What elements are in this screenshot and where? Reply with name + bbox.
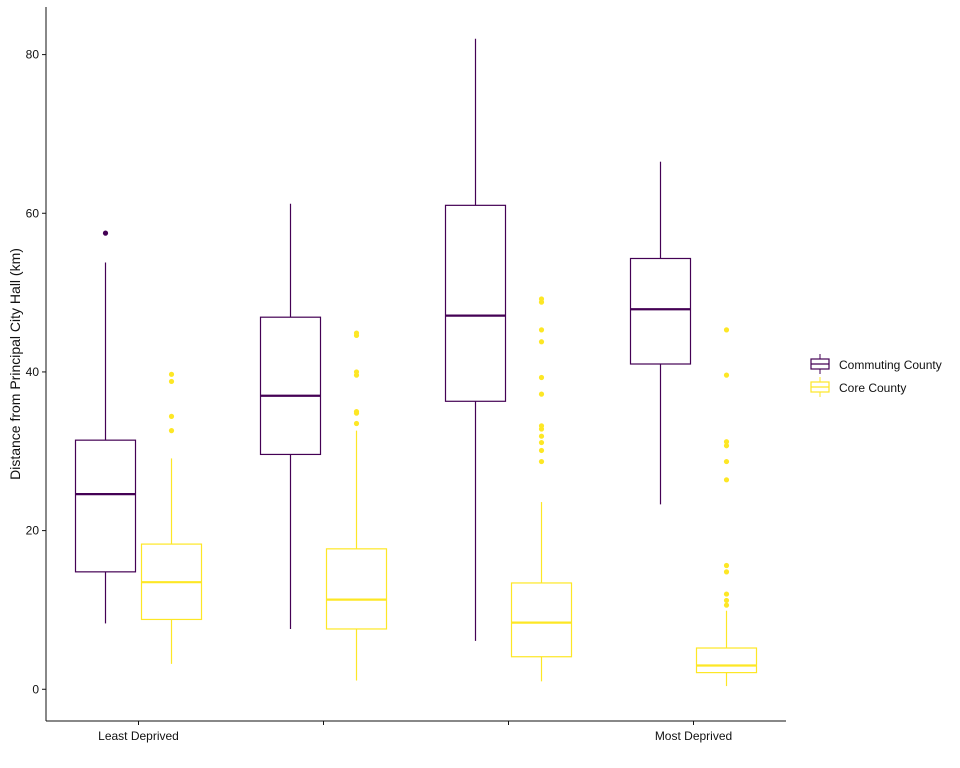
outlier-point	[723, 477, 730, 483]
x-tick-label: Least Deprived	[98, 729, 179, 743]
outlier-point	[538, 339, 545, 345]
outlier-point	[538, 391, 545, 397]
outlier-point	[538, 327, 545, 333]
outlier-point	[168, 413, 175, 419]
box	[510, 582, 573, 658]
outlier-point	[168, 428, 175, 434]
y-tick-label: 40	[26, 365, 40, 379]
box	[74, 439, 137, 573]
outlier-point	[538, 458, 545, 465]
series-group	[140, 296, 758, 687]
outlier-point	[723, 458, 730, 465]
box	[444, 204, 507, 402]
x-axis-ticks: Least Deprived Most Deprived	[98, 721, 732, 743]
legend-label: Core County	[839, 381, 906, 395]
outlier-point	[168, 371, 175, 377]
legend-label: Commuting County	[839, 358, 942, 372]
box	[325, 548, 388, 630]
y-axis-title: Distance from Principal City Hall (km)	[7, 248, 23, 480]
outlier-point	[353, 409, 360, 415]
y-tick-label: 80	[26, 48, 40, 62]
y-tick-label: 60	[26, 206, 40, 220]
outlier-point	[723, 602, 730, 608]
box	[629, 257, 692, 365]
outlier-point	[102, 230, 109, 236]
outlier-point	[723, 569, 730, 575]
legend-item: Core County	[810, 377, 906, 397]
outlier-point	[723, 443, 730, 449]
y-tick-label: 0	[32, 682, 39, 696]
outlier-point	[538, 423, 545, 429]
outlier-point	[723, 591, 730, 597]
outlier-point	[168, 378, 175, 385]
outlier-point	[723, 597, 730, 604]
legend-item: Commuting County	[810, 354, 942, 374]
outlier-point	[538, 447, 545, 454]
x-tick-label: Most Deprived	[655, 729, 732, 743]
outlier-point	[538, 374, 545, 381]
outlier-point	[723, 562, 730, 569]
outlier-point	[353, 420, 360, 427]
box	[259, 316, 322, 456]
legend: Commuting County Core County	[810, 354, 942, 397]
outlier-point	[538, 433, 545, 439]
series-group	[74, 38, 692, 641]
outlier-point	[353, 330, 360, 336]
y-axis-ticks: 0 20 40 60 80	[26, 48, 46, 696]
outlier-point	[538, 296, 545, 302]
box	[695, 647, 758, 674]
outlier-point	[723, 439, 730, 445]
outlier-point	[723, 327, 730, 333]
outlier-point	[538, 439, 545, 446]
outlier-point	[723, 372, 730, 378]
y-tick-label: 20	[26, 524, 40, 538]
outlier-point	[353, 369, 360, 375]
plot-area	[74, 38, 758, 687]
